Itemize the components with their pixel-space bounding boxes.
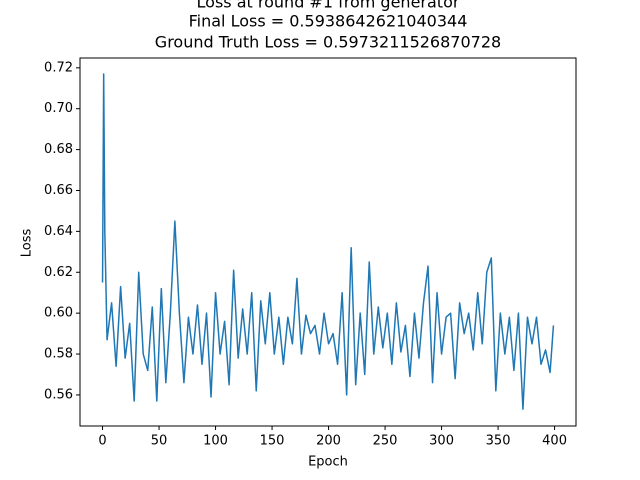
x-axis-label: Epoch: [308, 455, 348, 470]
y-tick-label: 0.64: [44, 224, 73, 239]
y-tick-label: 0.62: [44, 265, 73, 280]
y-tick-label: 0.72: [44, 60, 73, 75]
x-tick-label: 200: [316, 434, 341, 449]
x-tick-label: 100: [203, 434, 228, 449]
chart-subtitle: Ground Truth Loss = 0.5973211526870728: [155, 33, 501, 52]
x-tick-label: 50: [151, 434, 168, 449]
y-axis-label: Loss: [20, 229, 35, 258]
y-tick-label: 0.70: [44, 101, 73, 116]
y-tick-label: 0.66: [44, 183, 73, 198]
plot-frame: [79, 57, 577, 427]
chart-subtitle: Final Loss = 0.5938642621040344: [189, 12, 468, 31]
x-tick-label: 250: [373, 434, 398, 449]
y-tick-label: 0.58: [44, 347, 73, 362]
x-tick-label: 400: [542, 434, 567, 449]
y-tick-label: 0.56: [44, 387, 73, 402]
y-tick-label: 0.60: [44, 306, 73, 321]
x-tick-label: 150: [260, 434, 285, 449]
y-tick-label: 0.68: [44, 142, 73, 157]
x-tick-label: 0: [98, 434, 106, 449]
chart-title: Loss at round #1 from generator: [197, 0, 460, 12]
x-tick-label: 350: [486, 434, 511, 449]
x-tick-label: 300: [429, 434, 454, 449]
data-line: [101, 73, 555, 410]
